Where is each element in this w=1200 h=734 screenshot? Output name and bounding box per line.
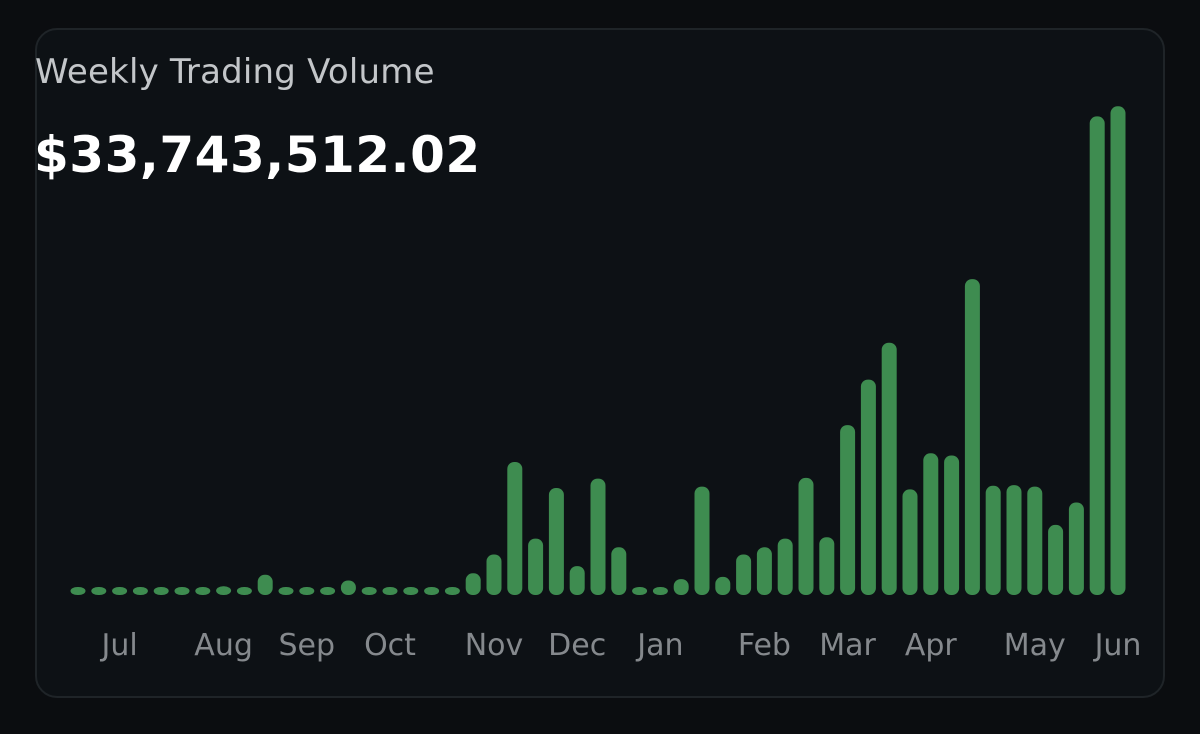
x-tick-label-jul: Jul [99, 628, 137, 663]
card-title: Weekly Trading Volume [35, 52, 435, 92]
x-tick-label-jun: Jun [1093, 628, 1142, 663]
bar-week-45[interactable] [985, 485, 1001, 595]
bar-week-47[interactable] [1027, 486, 1043, 595]
bar-week-35[interactable] [777, 538, 793, 595]
bar-week-30[interactable] [673, 579, 689, 595]
x-tick-label-mar: Mar [819, 628, 876, 663]
bar-week-41[interactable] [902, 489, 918, 595]
bar-week-6[interactable] [174, 587, 190, 595]
bar-week-46[interactable] [1006, 485, 1022, 595]
bar-week-28[interactable] [632, 587, 648, 595]
bar-week-24[interactable] [548, 488, 564, 595]
bar-week-33[interactable] [736, 554, 752, 596]
bars-group [70, 106, 1126, 596]
bar-week-49[interactable] [1068, 502, 1084, 596]
bar-week-20[interactable] [465, 573, 481, 595]
bar-week-15[interactable] [361, 587, 377, 595]
bar-week-9[interactable] [236, 587, 252, 595]
bar-week-38[interactable] [840, 425, 856, 595]
bar-week-37[interactable] [819, 537, 835, 595]
bar-week-11[interactable] [278, 587, 294, 595]
x-tick-label-oct: Oct [364, 628, 416, 663]
bar-week-10[interactable] [257, 574, 273, 595]
x-tick-label-feb: Feb [738, 628, 791, 663]
x-tick-label-may: May [1004, 628, 1066, 663]
bar-week-13[interactable] [320, 587, 336, 595]
bar-week-8[interactable] [216, 586, 232, 595]
bar-week-21[interactable] [486, 554, 502, 596]
x-axis-ticks: Jul Aug Sep Oct Nov Dec Jan Feb Mar Apr May Jun [99, 628, 1141, 663]
bar-week-39[interactable] [860, 379, 876, 595]
bar-week-48[interactable] [1048, 524, 1064, 595]
bar-week-7[interactable] [195, 587, 211, 595]
bar-week-29[interactable] [652, 587, 668, 595]
bar-week-2[interactable] [91, 587, 107, 595]
bar-week-19[interactable] [444, 587, 460, 595]
bar-week-4[interactable] [132, 587, 148, 595]
bar-week-42[interactable] [923, 453, 939, 595]
bar-week-1[interactable] [70, 587, 86, 595]
bar-week-16[interactable] [382, 587, 398, 595]
bar-week-32[interactable] [715, 576, 731, 595]
bar-week-17[interactable] [403, 587, 419, 595]
bar-week-5[interactable] [153, 587, 169, 595]
x-tick-label-nov: Nov [465, 628, 524, 663]
bar-week-25[interactable] [569, 566, 585, 595]
bar-week-51[interactable] [1110, 106, 1126, 596]
bar-week-43[interactable] [944, 455, 960, 596]
bar-week-31[interactable] [694, 486, 710, 595]
bar-week-40[interactable] [881, 342, 897, 595]
bar-week-12[interactable] [299, 587, 315, 595]
bar-week-34[interactable] [756, 547, 772, 595]
bar-week-18[interactable] [424, 587, 440, 595]
bar-week-14[interactable] [340, 580, 356, 596]
bar-week-23[interactable] [528, 538, 544, 595]
x-tick-label-sep: Sep [279, 628, 336, 663]
bar-week-3[interactable] [112, 587, 128, 595]
bar-week-50[interactable] [1089, 116, 1105, 596]
volume-value: $33,743,512.02 [34, 126, 481, 184]
bar-week-44[interactable] [964, 279, 980, 595]
bar-week-36[interactable] [798, 477, 814, 595]
x-tick-label-apr: Apr [905, 628, 958, 663]
x-tick-label-aug: Aug [194, 628, 253, 663]
bar-week-22[interactable] [507, 462, 523, 595]
x-tick-label-dec: Dec [548, 628, 606, 663]
bar-week-27[interactable] [611, 547, 627, 595]
bar-week-26[interactable] [590, 478, 606, 595]
x-tick-label-jan: Jan [635, 628, 683, 663]
